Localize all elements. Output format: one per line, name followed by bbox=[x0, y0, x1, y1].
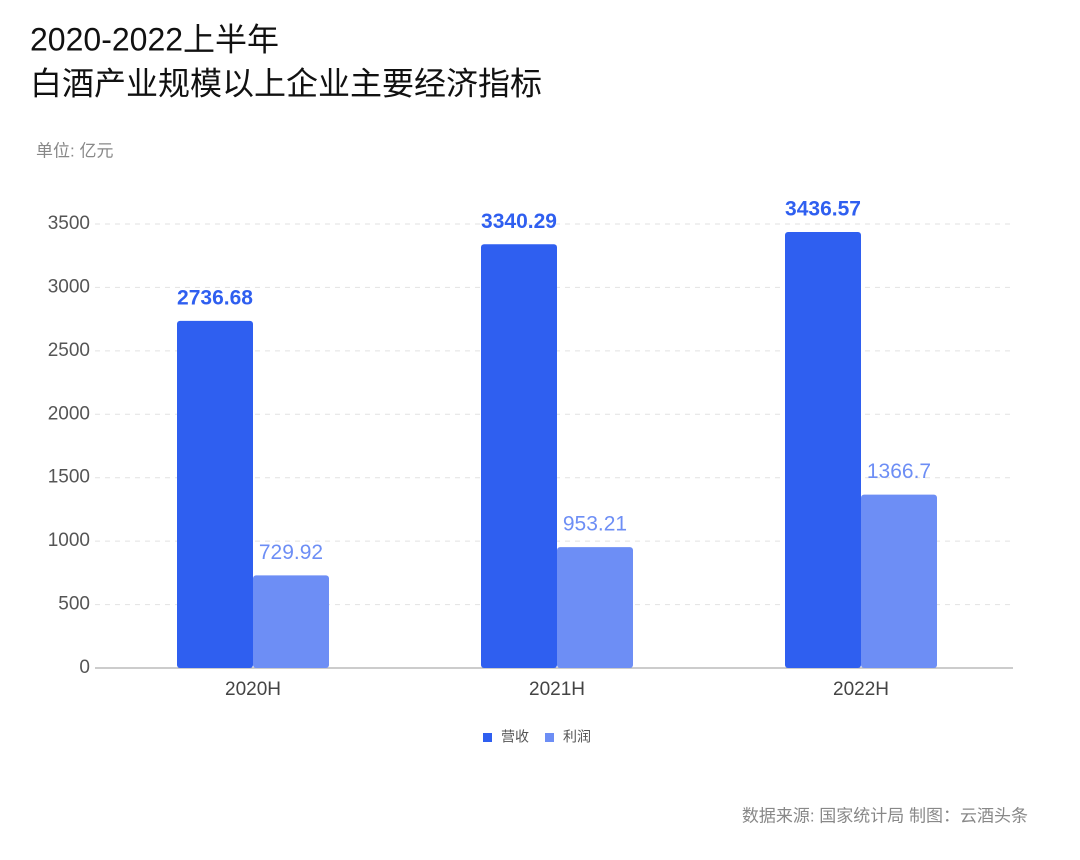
y-tick-label: 3500 bbox=[48, 213, 90, 234]
y-tick-label: 1500 bbox=[48, 467, 90, 488]
legend-swatch bbox=[483, 733, 492, 742]
bar bbox=[785, 232, 861, 668]
y-tick-label: 2500 bbox=[48, 340, 90, 361]
x-tick-label: 2022H bbox=[833, 679, 889, 700]
value-label: 729.92 bbox=[259, 541, 323, 564]
source-note: 数据来源: 国家统计局 制图：云酒头条 bbox=[742, 806, 1028, 825]
chart-title: 2020-2022上半年 bbox=[30, 21, 279, 57]
x-tick-label: 2020H bbox=[225, 679, 281, 700]
y-tick-label: 2000 bbox=[48, 403, 90, 424]
bar bbox=[861, 494, 937, 668]
bar bbox=[177, 320, 253, 668]
y-tick-label: 1000 bbox=[48, 530, 90, 551]
y-tick-label: 0 bbox=[79, 657, 90, 678]
y-tick-label: 3000 bbox=[48, 276, 90, 297]
chart-subtitle: 白酒产业规模以上企业主要经济指标 bbox=[30, 65, 542, 101]
x-tick-label: 2021H bbox=[529, 679, 585, 700]
legend-swatch bbox=[545, 733, 554, 742]
value-label: 953.21 bbox=[563, 513, 627, 536]
value-label: 2736.68 bbox=[177, 286, 253, 309]
value-label: 3436.57 bbox=[785, 198, 861, 221]
bar bbox=[557, 547, 633, 668]
bar bbox=[253, 575, 329, 668]
bar bbox=[481, 244, 557, 668]
legend-label: 营收 bbox=[501, 729, 529, 745]
value-label: 1366.7 bbox=[867, 460, 931, 483]
y-tick-label: 500 bbox=[58, 594, 90, 615]
value-label: 3340.29 bbox=[481, 210, 557, 233]
y-axis-label: 单位: 亿元 bbox=[36, 141, 113, 160]
legend-label: 利润 bbox=[563, 729, 591, 745]
